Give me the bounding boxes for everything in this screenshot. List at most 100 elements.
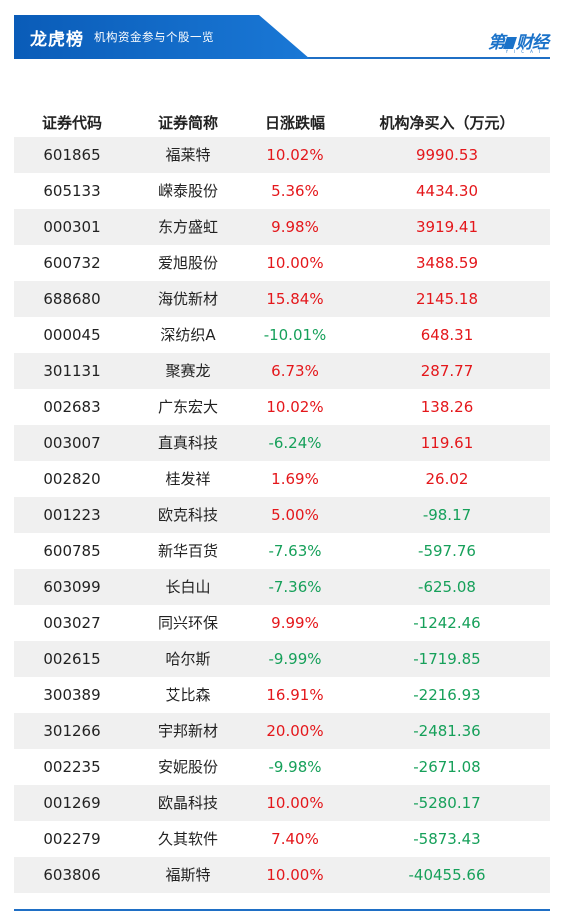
table-row: 603099 长白山 -7.36% -625.08 <box>14 569 550 605</box>
cell-change: -7.63% <box>268 542 322 560</box>
logo-text-left: 第 <box>488 33 505 53</box>
cell-net-buy: -2481.36 <box>413 722 481 740</box>
cell-net-buy: 9990.53 <box>415 146 479 164</box>
table-row: 605133 嵘泰股份 5.36% 4434.30 <box>14 173 550 209</box>
table-row: 603806 福斯特 10.00% -40455.66 <box>14 857 550 893</box>
table-row: 002235 安妮股份 -9.98% -2671.08 <box>14 749 550 785</box>
cell-name: 欧晶科技 <box>157 794 218 812</box>
cell-name: 安妮股份 <box>157 758 218 776</box>
cell-name: 久其软件 <box>157 830 218 848</box>
cell-change: 10.02% <box>266 398 324 416</box>
cell-net-buy: 648.31 <box>420 326 474 344</box>
cell-code: 002683 <box>43 398 101 416</box>
cell-net-buy: 3919.41 <box>415 218 479 236</box>
cell-code: 301131 <box>43 362 101 380</box>
table-row: 003007 直真科技 -6.24% 119.61 <box>14 425 550 461</box>
logo-wordmark: 第财经 <box>488 28 549 53</box>
table-row: 002683 广东宏大 10.02% 138.26 <box>14 389 550 425</box>
cell-net-buy: 138.26 <box>420 398 474 416</box>
cell-change: 9.98% <box>271 218 319 236</box>
cell-change: 10.00% <box>266 866 324 884</box>
cell-change: -6.24% <box>268 434 322 452</box>
yicai-logo: 第财经 YICAI <box>470 28 549 56</box>
cell-code: 002279 <box>43 830 101 848</box>
cell-net-buy: -597.76 <box>418 542 476 560</box>
column-header-name: 证券简称 <box>157 114 218 132</box>
cell-change: 20.00% <box>266 722 324 740</box>
cell-net-buy: 287.77 <box>420 362 474 380</box>
cell-change: 10.02% <box>266 146 324 164</box>
cell-change: 15.84% <box>266 290 324 308</box>
cell-code: 002235 <box>43 758 101 776</box>
cell-net-buy: -98.17 <box>422 506 472 524</box>
table-row: 600732 爱旭股份 10.00% 3488.59 <box>14 245 550 281</box>
cell-change: -7.36% <box>268 578 322 596</box>
table-row: 000301 东方盛虹 9.98% 3919.41 <box>14 209 550 245</box>
cell-change: -9.98% <box>268 758 322 776</box>
cell-change: 16.91% <box>266 686 324 704</box>
cell-name: 海优新材 <box>157 290 218 308</box>
cell-name: 桂发祥 <box>165 470 211 488</box>
table-row: 688680 海优新材 15.84% 2145.18 <box>14 281 550 317</box>
logo-dots: YICAI <box>505 49 546 54</box>
cell-name: 广东宏大 <box>157 398 218 416</box>
cell-change: 6.73% <box>271 362 319 380</box>
page-subtitle: 机构资金参与个股一览 <box>94 30 214 44</box>
cell-net-buy: -2671.08 <box>413 758 481 776</box>
cell-net-buy: 3488.59 <box>415 254 479 272</box>
cell-net-buy: 26.02 <box>425 470 469 488</box>
cell-net-buy: -40455.66 <box>408 866 486 884</box>
cell-change: 9.99% <box>271 614 319 632</box>
cell-net-buy: -5873.43 <box>413 830 481 848</box>
cell-code: 002820 <box>43 470 101 488</box>
cell-code: 605133 <box>43 182 101 200</box>
table-row: 301131 聚赛龙 6.73% 287.77 <box>14 353 550 389</box>
cell-name: 同兴环保 <box>157 614 218 632</box>
table-row: 601865 福莱特 10.02% 9990.53 <box>14 137 550 173</box>
cell-name: 东方盛虹 <box>157 218 218 236</box>
cell-code: 603806 <box>43 866 101 884</box>
cell-change: 1.69% <box>271 470 319 488</box>
cell-net-buy: -1242.46 <box>413 614 481 632</box>
column-header-net-buy: 机构净买入（万元） <box>379 114 515 132</box>
page-title: 龙虎榜 <box>30 29 84 50</box>
cell-name: 长白山 <box>165 578 211 596</box>
cell-net-buy: -5280.17 <box>413 794 481 812</box>
cell-change: -9.99% <box>268 650 322 668</box>
cell-change: 5.36% <box>271 182 319 200</box>
cell-name: 嵘泰股份 <box>157 182 218 200</box>
page-header: 龙虎榜 机构资金参与个股一览 第财经 YICAI <box>14 15 550 60</box>
cell-net-buy: -1719.85 <box>413 650 481 668</box>
cell-code: 601865 <box>43 146 101 164</box>
cell-code: 001223 <box>43 506 101 524</box>
cell-code: 600732 <box>43 254 101 272</box>
cell-code: 301266 <box>43 722 101 740</box>
cell-name: 聚赛龙 <box>165 362 211 380</box>
cell-net-buy: 4434.30 <box>415 182 479 200</box>
cell-change: -10.01% <box>263 326 327 344</box>
table-row: 001223 欧克科技 5.00% -98.17 <box>14 497 550 533</box>
table-row: 001269 欧晶科技 10.00% -5280.17 <box>14 785 550 821</box>
header-banner: 龙虎榜 机构资金参与个股一览 <box>14 15 310 59</box>
cell-name: 深纺织A <box>160 326 216 344</box>
table-row: 000045 深纺织A -10.01% 648.31 <box>14 317 550 353</box>
cell-net-buy: 119.61 <box>420 434 474 452</box>
table-row: 301266 宇邦新材 20.00% -2481.36 <box>14 713 550 749</box>
cell-code: 001269 <box>43 794 101 812</box>
table-row: 003027 同兴环保 9.99% -1242.46 <box>14 605 550 641</box>
table-row: 002615 哈尔斯 -9.99% -1719.85 <box>14 641 550 677</box>
cell-name: 福莱特 <box>165 146 211 164</box>
cell-net-buy: -2216.93 <box>413 686 481 704</box>
cell-name: 新华百货 <box>157 542 218 560</box>
cell-change: 10.00% <box>266 254 324 272</box>
cell-code: 003007 <box>43 434 101 452</box>
cell-code: 002615 <box>43 650 101 668</box>
cell-code: 000045 <box>43 326 101 344</box>
cell-net-buy: 2145.18 <box>415 290 479 308</box>
table-row: 600785 新华百货 -7.63% -597.76 <box>14 533 550 569</box>
cell-name: 哈尔斯 <box>165 650 211 668</box>
cell-change: 10.00% <box>266 794 324 812</box>
cell-change: 7.40% <box>271 830 319 848</box>
cell-name: 直真科技 <box>157 434 218 452</box>
cell-code: 600785 <box>43 542 101 560</box>
